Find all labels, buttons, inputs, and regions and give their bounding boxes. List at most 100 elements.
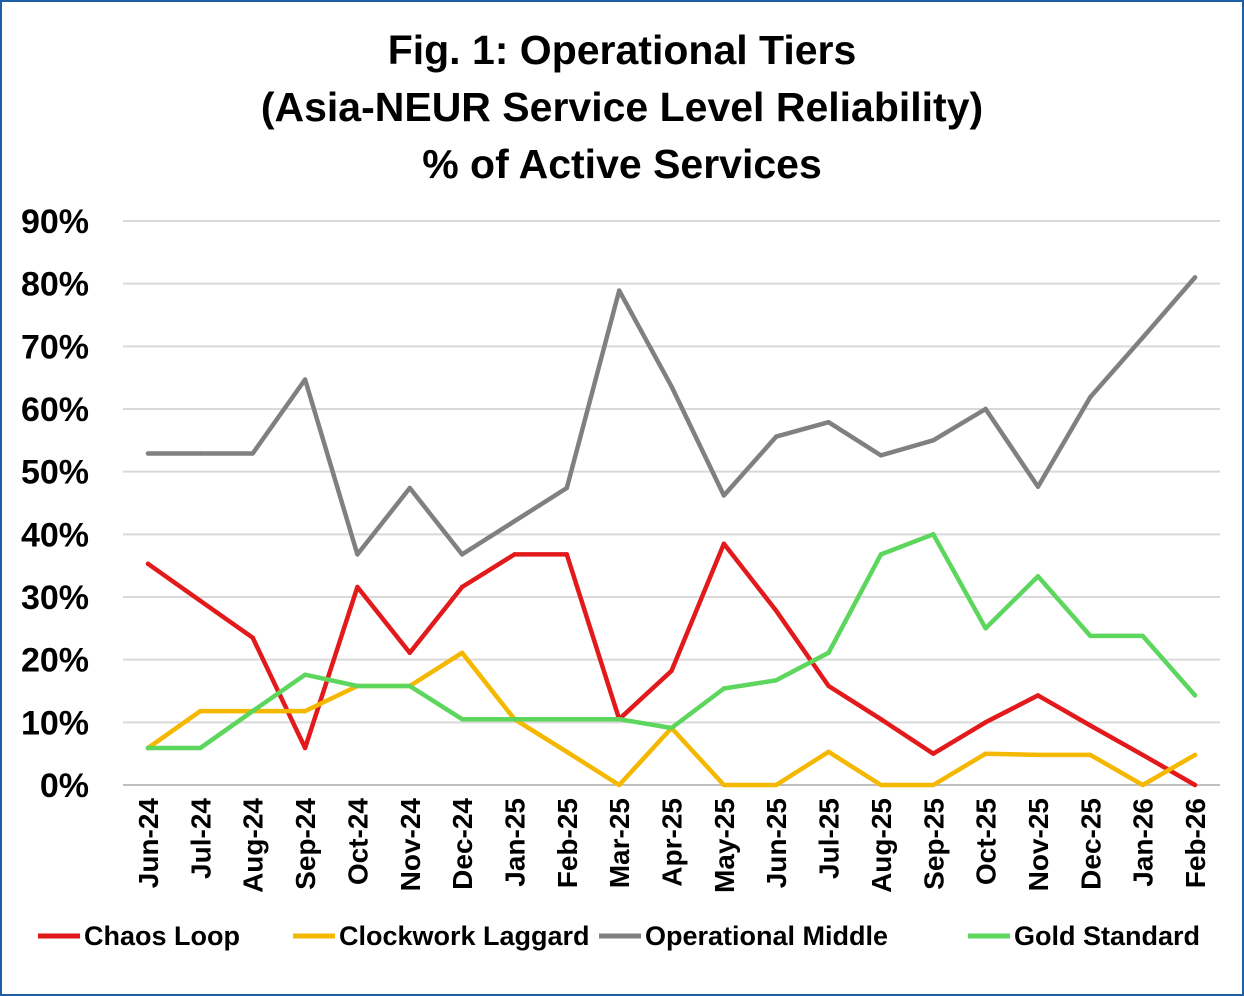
data-point bbox=[931, 438, 936, 443]
data-point bbox=[355, 584, 360, 590]
data-point bbox=[1035, 484, 1041, 489]
x-tick-label: Mar-25 bbox=[604, 798, 635, 888]
data-point bbox=[564, 749, 569, 754]
chart-title-line-3: % of Active Services bbox=[422, 141, 822, 187]
data-point bbox=[1088, 394, 1093, 400]
x-tick-label: Aug-24 bbox=[238, 798, 269, 893]
x-tick-label: Aug-25 bbox=[866, 798, 897, 893]
data-point bbox=[1140, 633, 1145, 639]
x-tick-label: Feb-25 bbox=[552, 798, 583, 888]
x-tick-label: Jul-25 bbox=[814, 798, 845, 879]
data-point bbox=[774, 678, 779, 683]
legend-label: Operational Middle bbox=[645, 921, 888, 951]
data-point bbox=[302, 708, 308, 714]
data-point bbox=[459, 717, 465, 722]
data-point bbox=[616, 288, 622, 293]
data-point bbox=[931, 751, 936, 756]
data-point bbox=[1140, 752, 1145, 758]
data-point bbox=[1140, 335, 1145, 340]
data-point bbox=[250, 708, 255, 714]
chart-title-line-1: Fig. 1: Operational Tiers bbox=[387, 27, 857, 73]
data-point bbox=[145, 561, 151, 566]
y-tick-label: 80% bbox=[21, 266, 89, 304]
y-tick-label: 50% bbox=[21, 454, 89, 492]
data-point bbox=[198, 598, 203, 603]
series-operational-middle bbox=[145, 275, 1198, 557]
data-point bbox=[721, 493, 727, 498]
legend-label: Gold Standard bbox=[1014, 921, 1200, 951]
data-point bbox=[564, 717, 569, 722]
x-tick-label: Jul-24 bbox=[185, 798, 216, 879]
data-point bbox=[616, 782, 622, 788]
series-line-operational-middle bbox=[145, 275, 1198, 557]
x-tick-label: May-25 bbox=[709, 798, 740, 893]
data-point bbox=[512, 717, 517, 722]
data-point bbox=[302, 745, 308, 751]
legend-item-gold-standard: Gold Standard bbox=[968, 921, 1200, 951]
data-point bbox=[1140, 782, 1145, 788]
legend-label: Clockwork Laggard bbox=[339, 921, 590, 951]
data-point bbox=[983, 626, 988, 631]
data-point bbox=[826, 419, 831, 425]
data-point bbox=[826, 650, 831, 655]
data-point bbox=[355, 683, 360, 689]
data-point bbox=[1088, 633, 1093, 639]
y-tick-label: 90% bbox=[21, 203, 89, 241]
data-point bbox=[669, 384, 674, 389]
data-point bbox=[878, 552, 884, 557]
data-point bbox=[512, 552, 517, 557]
y-tick-label: 70% bbox=[21, 328, 89, 366]
y-tick-label: 40% bbox=[21, 516, 89, 554]
data-point bbox=[1035, 752, 1041, 758]
x-tick-label: Dec-25 bbox=[1075, 798, 1106, 890]
data-point bbox=[407, 485, 412, 491]
data-point bbox=[1088, 723, 1093, 728]
x-tick-label: Jun-24 bbox=[133, 798, 164, 889]
x-tick-label: Oct-24 bbox=[342, 798, 373, 886]
data-point bbox=[407, 683, 412, 689]
data-point bbox=[931, 532, 936, 537]
data-point bbox=[878, 453, 884, 458]
data-point bbox=[878, 782, 884, 788]
data-point bbox=[459, 584, 465, 590]
data-point bbox=[145, 745, 151, 751]
x-tick-label: Jan-25 bbox=[499, 798, 530, 887]
data-point bbox=[512, 518, 517, 524]
data-point bbox=[1192, 275, 1198, 280]
data-point bbox=[878, 717, 884, 722]
data-point bbox=[669, 725, 674, 731]
data-point bbox=[250, 451, 255, 456]
data-point bbox=[931, 782, 936, 788]
x-tick-label: Nov-24 bbox=[395, 798, 426, 892]
gridlines bbox=[123, 220, 1220, 786]
legend-label: Chaos Loop bbox=[84, 921, 240, 951]
x-tick-label: Sep-25 bbox=[918, 798, 949, 890]
x-tick-label: Oct-25 bbox=[971, 798, 1002, 885]
data-point bbox=[616, 717, 622, 722]
legend-item-operational-middle: Operational Middle bbox=[599, 921, 888, 951]
x-tick-label: Dec-24 bbox=[447, 798, 478, 890]
data-point bbox=[721, 686, 727, 691]
series-gold-standard bbox=[145, 532, 1198, 751]
y-tick-label: 10% bbox=[21, 704, 89, 742]
data-point bbox=[459, 552, 465, 557]
data-point bbox=[774, 434, 779, 439]
data-point bbox=[198, 451, 203, 456]
data-point bbox=[1035, 693, 1041, 698]
x-tick-label: Jun-25 bbox=[761, 798, 792, 888]
data-point bbox=[564, 552, 569, 557]
x-tick-label: Nov-25 bbox=[1023, 798, 1054, 891]
data-point bbox=[774, 782, 779, 788]
data-point bbox=[1088, 752, 1093, 758]
x-tick-label: Apr-25 bbox=[657, 798, 688, 887]
chart-title-line-2: (Asia-NEUR Service Level Reliability) bbox=[260, 84, 984, 130]
data-point bbox=[355, 552, 360, 557]
data-point bbox=[407, 650, 412, 655]
data-point bbox=[1192, 693, 1198, 698]
data-point bbox=[564, 485, 569, 491]
data-point bbox=[250, 635, 255, 640]
chart-title: Fig. 1: Operational Tiers (Asia-NEUR Ser… bbox=[2, 22, 1242, 193]
data-point bbox=[198, 745, 203, 751]
data-point bbox=[983, 751, 988, 756]
